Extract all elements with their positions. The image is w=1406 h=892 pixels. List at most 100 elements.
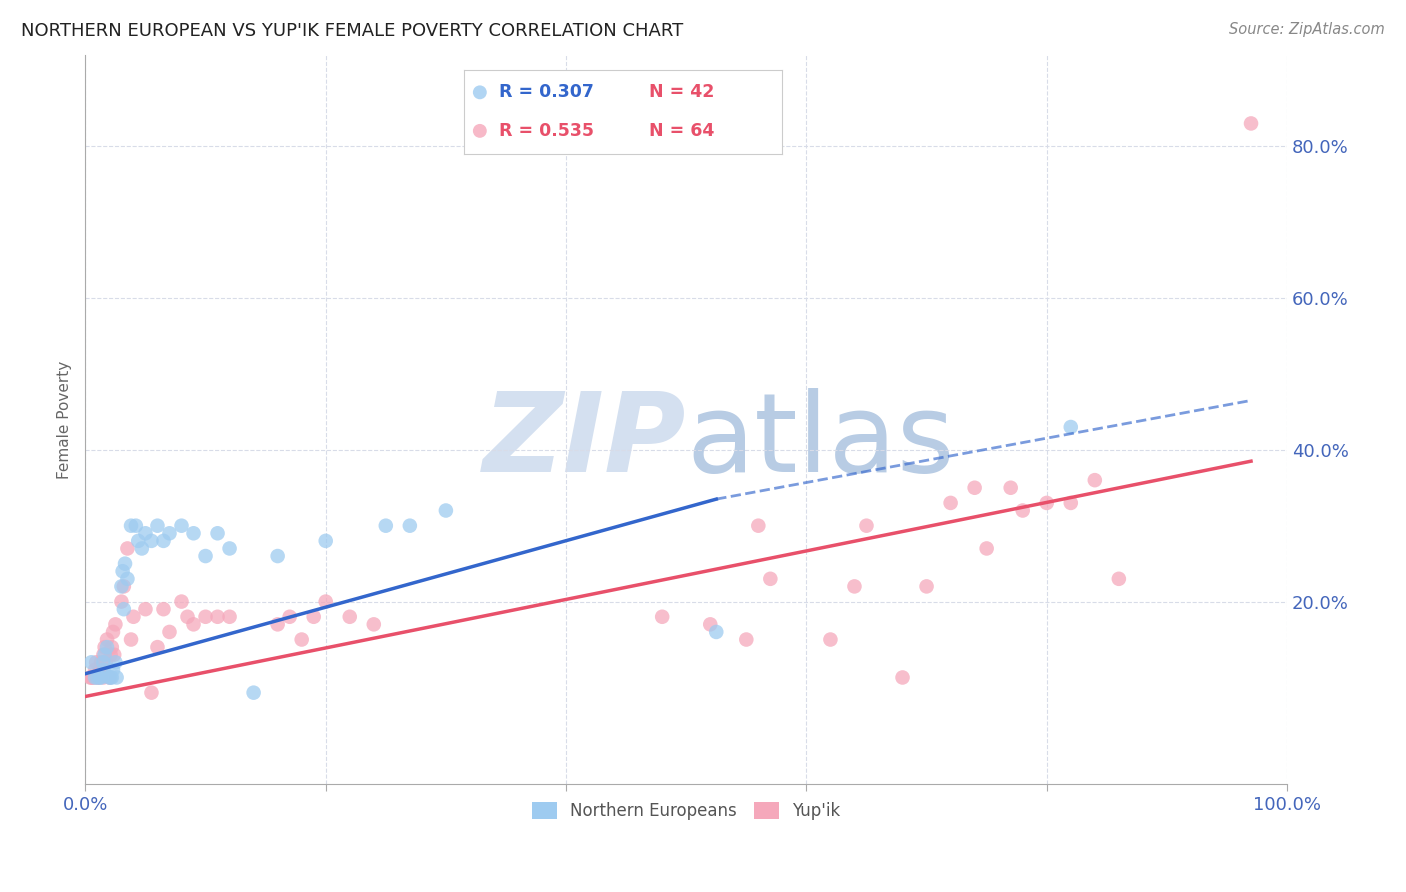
Point [96,632,118,647]
Point [218,609,240,624]
Point [170,594,193,608]
Point [103,648,125,662]
Point [80,671,103,685]
Text: Source: ZipAtlas.com: Source: ZipAtlas.com [1229,22,1385,37]
Point [117,541,139,556]
Point [112,579,135,593]
Point [315,533,337,548]
Point [141,686,163,700]
Point [127,533,149,548]
Point [207,526,229,541]
Point [170,518,193,533]
Point [363,617,385,632]
Point [96,640,118,654]
Point [1000,481,1022,495]
Point [117,572,139,586]
Point [704,624,727,639]
Point [105,671,128,685]
Point [146,518,169,533]
Point [152,533,174,548]
Point [104,617,127,632]
Point [183,617,205,632]
Point [131,541,153,556]
Point [82,671,104,685]
Point [1240,116,1263,130]
Point [291,632,314,647]
Point [141,533,163,548]
Point [194,549,217,563]
Point [134,602,156,616]
Point [339,609,361,624]
Point [976,541,998,556]
Point [302,609,325,624]
Point [90,655,112,669]
Point [110,579,132,593]
Point [278,609,301,624]
Point [114,557,136,571]
Point [125,518,148,533]
Point [242,686,264,700]
Point [398,518,420,533]
Point [93,655,115,669]
Point [86,671,108,685]
Point [101,663,124,677]
Point [1108,572,1130,586]
Point [651,609,673,624]
Point [159,624,181,639]
Point [134,526,156,541]
Point [101,671,124,685]
Point [100,671,122,685]
Point [1035,496,1057,510]
Point [266,617,288,632]
Point [963,481,986,495]
Point [93,640,115,654]
Point [759,572,782,586]
Point [86,671,108,685]
Point [89,663,111,677]
Point [855,518,877,533]
Point [93,648,115,662]
Point [844,579,866,593]
Point [79,671,101,685]
Point [1060,496,1083,510]
Point [120,632,142,647]
Point [120,518,142,533]
Text: ZIP: ZIP [482,388,686,495]
Point [146,640,169,654]
Point [820,632,842,647]
Point [218,541,240,556]
Point [110,594,132,608]
Point [98,671,121,685]
Point [891,671,914,685]
Point [84,655,107,669]
Point [939,496,962,510]
Point [101,640,124,654]
Text: NORTHERN EUROPEAN VS YUP'IK FEMALE POVERTY CORRELATION CHART: NORTHERN EUROPEAN VS YUP'IK FEMALE POVER… [21,22,683,40]
Point [1060,420,1083,434]
Point [100,648,122,662]
Point [915,579,938,593]
Point [111,564,134,578]
Point [176,609,198,624]
Point [266,549,288,563]
Point [747,518,769,533]
Point [315,594,337,608]
Point [183,526,205,541]
Point [94,655,117,669]
Point [152,602,174,616]
Point [159,526,181,541]
Point [735,632,758,647]
Point [1011,503,1033,517]
Point [89,671,111,685]
Point [84,663,107,677]
Point [84,671,107,685]
Text: atlas: atlas [686,388,955,495]
Y-axis label: Female Poverty: Female Poverty [58,360,72,479]
Point [104,655,127,669]
Point [207,609,229,624]
Point [93,648,115,662]
Point [93,671,115,685]
Point [122,609,145,624]
Point [80,655,103,669]
Point [112,602,135,616]
